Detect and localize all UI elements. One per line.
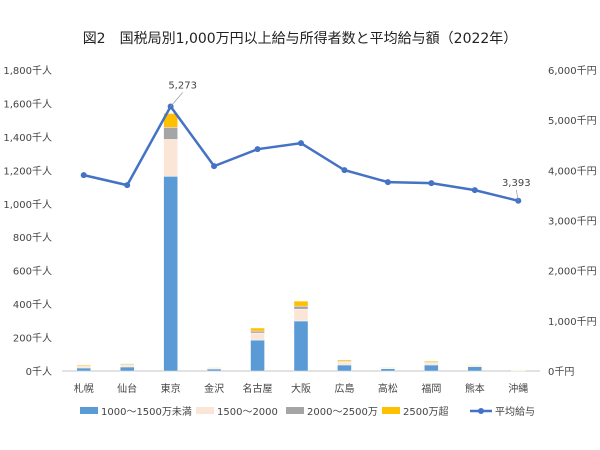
data-label-leader [170, 92, 183, 107]
x-tick-label: 金沢 [204, 382, 224, 395]
bar-segment [76, 366, 91, 369]
x-tick-label: 沖縄 [508, 382, 528, 395]
bar-segment [424, 361, 439, 363]
bar-segment [380, 366, 396, 368]
legend-swatch [286, 407, 304, 414]
y-right-tick: 5,000千円 [548, 115, 597, 127]
bar-segment [380, 368, 396, 372]
y-left-tick: 1,400千人 [3, 132, 52, 144]
y-left-tick: 400千人 [13, 299, 52, 311]
bar-segment [250, 327, 265, 332]
bar-segment [76, 367, 91, 372]
x-tick-label: 熊本 [465, 382, 485, 395]
bar-segment [250, 339, 265, 372]
bar-segment [293, 320, 309, 372]
line-point [124, 182, 131, 189]
chart-title: 図2 国税局別1,000万円以上給与所得者数と平均給与額（2022年） [83, 30, 518, 47]
bar-segment [163, 176, 178, 372]
legend-label: 平均給与 [495, 405, 535, 418]
line-point [211, 163, 218, 170]
line-average-salary [83, 104, 519, 202]
y-left-tick: 0千人 [26, 366, 52, 378]
y-left-tick: 1,200千人 [3, 165, 52, 177]
x-tick-label: 高松 [378, 382, 398, 395]
x-tick-label: 大阪 [291, 382, 311, 395]
bar-segment [119, 366, 135, 372]
data-label: 3,393 [502, 178, 531, 189]
y-right-tick: 3,000千円 [548, 216, 597, 228]
line-point [341, 167, 348, 174]
bar-segment [119, 363, 135, 365]
bar-segment [293, 308, 309, 322]
bar-segment [293, 305, 309, 310]
line-point [298, 140, 304, 147]
bar-segment [206, 368, 222, 372]
data-label: 5,273 [168, 80, 197, 91]
bar-segment [424, 362, 439, 366]
bar-segment [337, 361, 352, 366]
x-tick-label: 名古屋 [243, 382, 273, 395]
bar-segment [511, 369, 526, 371]
y-right-tick: 1,000千円 [548, 316, 597, 328]
bar-segment [293, 300, 309, 307]
bar-segment [163, 139, 178, 177]
x-tick-label: 広島 [334, 382, 354, 395]
x-tick-label: 札幌 [74, 382, 94, 395]
y-left-tick: 1,800千人 [3, 65, 52, 77]
legend-swatch [80, 407, 98, 414]
bar-segment [206, 367, 222, 369]
x-tick-label: 福岡 [421, 382, 441, 395]
line-point [428, 180, 435, 187]
legend-label: 2000～2500万 [307, 407, 378, 418]
bar-segment [76, 364, 91, 366]
x-tick-label: 東京 [161, 382, 181, 395]
bar-segment [250, 332, 265, 341]
y-right-tick: 0千円 [548, 366, 574, 378]
line-point [80, 172, 87, 179]
legend-label: 1000～1500万未満 [101, 406, 192, 418]
y-right-tick: 6,000千円 [548, 65, 597, 77]
line-point [254, 146, 261, 153]
bar-segment [337, 359, 352, 362]
legend-swatch [196, 407, 214, 414]
legend-swatch [382, 407, 400, 414]
legend-label: 1500～2000 [217, 407, 278, 418]
y-right-tick: 2,000千円 [548, 266, 597, 278]
bar-segment [424, 364, 439, 372]
line-point [471, 187, 478, 194]
bar-segment [337, 364, 352, 372]
y-left-tick: 1,000千人 [3, 199, 52, 211]
y-left-tick: 600千人 [13, 266, 52, 278]
bar-segment [467, 366, 483, 372]
bar-segment [467, 364, 483, 366]
y-left-tick: 1,600千人 [3, 98, 52, 110]
y-left-tick: 200千人 [13, 333, 52, 345]
y-right-tick: 4,000千円 [548, 165, 597, 177]
bar-segment [119, 364, 135, 368]
line-point [384, 179, 391, 186]
data-label-leader [515, 189, 519, 201]
legend-marker [478, 408, 484, 414]
bar-segment [163, 127, 178, 140]
legend-label: 2500万超 [403, 405, 448, 418]
bar-segment [250, 330, 265, 334]
y-left-tick: 800千人 [13, 232, 52, 244]
x-tick-label: 仙台 [117, 382, 137, 395]
